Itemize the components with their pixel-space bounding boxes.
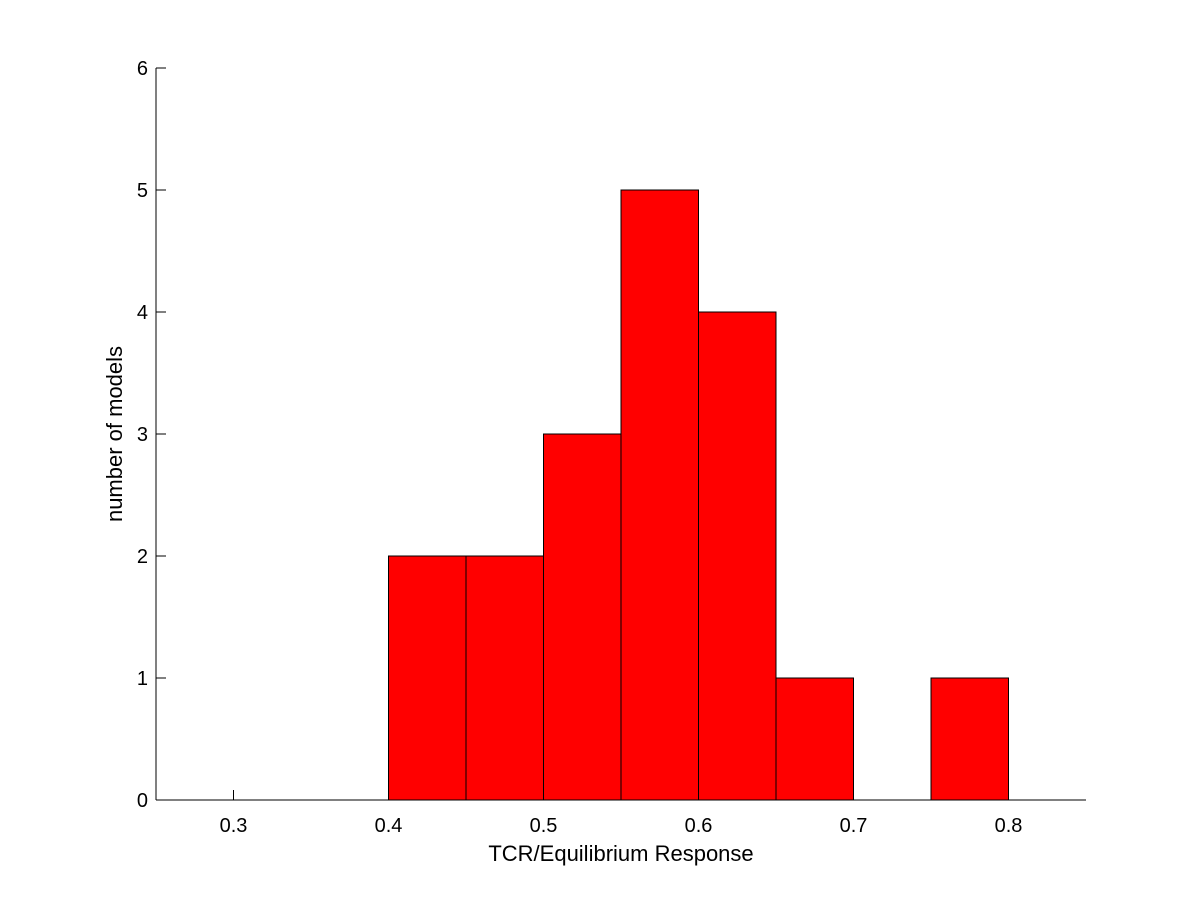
histogram-bar-4 — [698, 311, 777, 801]
histogram-bar-0 — [388, 555, 467, 801]
histogram-bar-3 — [620, 189, 699, 801]
x-axis-title: TCR/Equilibrium Response — [488, 841, 753, 866]
y-tick-label-2: 2 — [137, 546, 148, 568]
y-tick-label-6: 6 — [137, 58, 148, 80]
y-tick-label-4: 4 — [137, 302, 148, 324]
y-tick-label-3: 3 — [137, 424, 148, 446]
histogram-bar-7 — [930, 677, 1009, 801]
y-ticks: 0 1 2 3 4 5 6 — [137, 58, 166, 812]
histogram-bar-5 — [775, 677, 854, 801]
y-tick-label-0: 0 — [137, 790, 148, 812]
x-tick-label-4: 0.7 — [840, 815, 868, 837]
x-tick-label-2: 0.5 — [530, 815, 558, 837]
x-tick-label-3: 0.6 — [685, 815, 713, 837]
y-axis-title: number of models — [102, 346, 127, 522]
x-tick-label-1: 0.4 — [375, 815, 403, 837]
y-tick-label-1: 1 — [137, 668, 148, 690]
bars-layer — [388, 189, 1009, 801]
histogram-bar-1 — [465, 555, 544, 801]
x-tick-label-5: 0.8 — [995, 815, 1023, 837]
histogram-bar-2 — [543, 433, 622, 801]
y-tick-label-5: 5 — [137, 180, 148, 202]
x-ticks: 0.3 0.4 0.5 0.6 0.7 0.8 — [220, 790, 1023, 837]
x-tick-label-0: 0.3 — [220, 815, 248, 837]
